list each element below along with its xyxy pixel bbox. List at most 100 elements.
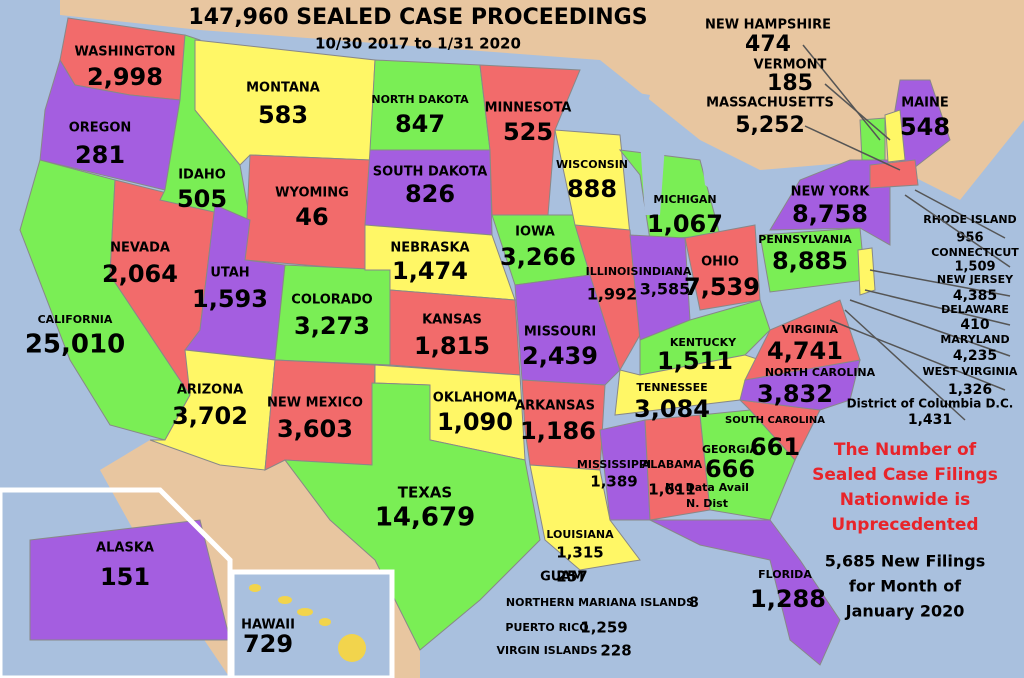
subtitle: 10/30 2017 to 1/31 2020 bbox=[315, 35, 521, 53]
lake bbox=[640, 140, 665, 215]
state-count: 1,288 bbox=[750, 585, 826, 613]
territory-count: 257 bbox=[556, 568, 587, 586]
callout-name: District of Columbia D.C. bbox=[847, 397, 1014, 411]
state-count: 1,511 bbox=[657, 347, 733, 375]
state-name: ARIZONA bbox=[177, 383, 243, 398]
callout-name: RHODE ISLAND bbox=[923, 213, 1016, 226]
state-name: NEW MEXICO bbox=[267, 396, 363, 411]
state-count: 826 bbox=[405, 180, 455, 208]
leader-line bbox=[844, 309, 966, 421]
state bbox=[869, 159, 919, 189]
state-name: ALABAMA bbox=[642, 458, 703, 471]
state-name: WYOMING bbox=[275, 186, 349, 201]
leader-line bbox=[869, 269, 1011, 297]
state-name: GEORGIA bbox=[702, 443, 758, 456]
leader-line bbox=[849, 299, 1011, 357]
canada bbox=[60, 0, 1024, 200]
state-count: 661 bbox=[750, 433, 800, 461]
state-name: NORTH CAROLINA bbox=[765, 366, 876, 379]
lake bbox=[590, 85, 650, 130]
state-name: MISSISSIPPI bbox=[577, 458, 651, 471]
callout-name: VERMONT bbox=[754, 58, 827, 73]
state-count: 3,273 bbox=[294, 312, 370, 340]
territory-count: 8 bbox=[689, 595, 699, 611]
state bbox=[699, 409, 796, 521]
state bbox=[574, 224, 641, 372]
state-name: UTAH bbox=[210, 266, 249, 281]
state-name: TENNESSEE bbox=[636, 381, 707, 394]
state-count: 151 bbox=[100, 563, 150, 591]
callout-count: 1,326 bbox=[948, 382, 992, 398]
labels: WASHINGTON 2,998 OREGON 281 CALIFORNIA 25,010… bbox=[25, 18, 1019, 660]
state-count: 1,186 bbox=[520, 417, 596, 445]
leader-line bbox=[824, 83, 891, 141]
state-name: ARKANSAS bbox=[515, 399, 595, 414]
georgia-note: N. Dist bbox=[686, 497, 728, 510]
state-count: 1,992 bbox=[587, 285, 638, 304]
state-name: NORTH DAKOTA bbox=[371, 93, 469, 106]
state-count: 583 bbox=[258, 101, 308, 129]
state-count: 281 bbox=[75, 141, 125, 169]
callout-count: 5,252 bbox=[735, 113, 805, 138]
state-count: 2,439 bbox=[522, 342, 598, 370]
state-count: 7,539 bbox=[684, 273, 760, 301]
callout-count: 410 bbox=[960, 317, 989, 333]
state-count: 548 bbox=[900, 113, 950, 141]
state-name: WISCONSIN bbox=[556, 158, 628, 171]
leader-line bbox=[829, 319, 1006, 391]
callout-name: NEW HAMPSHIRE bbox=[705, 18, 831, 33]
state-name: KANSAS bbox=[422, 313, 482, 328]
state-name: MONTANA bbox=[246, 81, 320, 96]
georgia-note: No Data Avail bbox=[665, 481, 749, 494]
state-count: 729 bbox=[243, 630, 293, 658]
states bbox=[19, 17, 951, 666]
state-count: 46 bbox=[295, 203, 328, 231]
annotation-detail: January 2020 bbox=[845, 602, 965, 621]
state-count: 8,885 bbox=[772, 247, 848, 275]
state-count: 1,315 bbox=[556, 544, 603, 562]
leader-line bbox=[914, 189, 1006, 239]
annotation-highlight: Sealed Case Filings bbox=[812, 465, 998, 485]
state bbox=[857, 247, 876, 296]
annotation-detail: for Month of bbox=[849, 577, 962, 596]
state bbox=[529, 464, 641, 571]
island bbox=[297, 608, 313, 616]
state-count: 1,067 bbox=[647, 210, 723, 238]
territory-name: NORTHERN MARIANA ISLANDS bbox=[506, 596, 694, 609]
state-name: OKLAHOMA bbox=[433, 391, 517, 406]
callout-count: 1,431 bbox=[908, 412, 952, 428]
state-name: KENTUCKY bbox=[670, 336, 737, 349]
territory-name: GUAM bbox=[540, 570, 584, 585]
state-count: 888 bbox=[567, 175, 617, 203]
state-count: 1,389 bbox=[590, 473, 637, 491]
state-count: 2,998 bbox=[87, 63, 163, 91]
state-name: OHIO bbox=[701, 255, 739, 270]
callout-count: 4,235 bbox=[953, 348, 997, 364]
state-name: ILLINOIS bbox=[586, 265, 639, 278]
state-count: 3,266 bbox=[500, 243, 576, 271]
callout-name: DELAWARE bbox=[941, 303, 1009, 316]
leader-line bbox=[804, 125, 901, 171]
island bbox=[278, 596, 292, 604]
state-name: MINNESOTA bbox=[485, 101, 572, 116]
territory-count: 228 bbox=[600, 642, 631, 660]
state-name: INDIANA bbox=[639, 265, 692, 278]
state bbox=[649, 519, 841, 666]
state-count: 8,758 bbox=[792, 200, 868, 228]
state bbox=[283, 382, 541, 651]
leader-line bbox=[864, 289, 1011, 326]
state-count: 4,741 bbox=[767, 337, 843, 365]
island bbox=[319, 618, 331, 626]
state-name: NEW YORK bbox=[791, 185, 871, 200]
island bbox=[249, 584, 261, 592]
state-name: NEBRASKA bbox=[390, 241, 469, 256]
state-name: IOWA bbox=[515, 225, 555, 240]
annotation-highlight: Nationwide is bbox=[840, 490, 971, 510]
callout-count: 1,509 bbox=[954, 260, 995, 275]
hawaii-islands bbox=[249, 584, 366, 662]
state-count: 3,084 bbox=[634, 395, 710, 423]
callout-name: WEST VIRGINIA bbox=[923, 365, 1018, 378]
state-count: 847 bbox=[395, 110, 445, 138]
state-name: MISSOURI bbox=[524, 325, 596, 340]
